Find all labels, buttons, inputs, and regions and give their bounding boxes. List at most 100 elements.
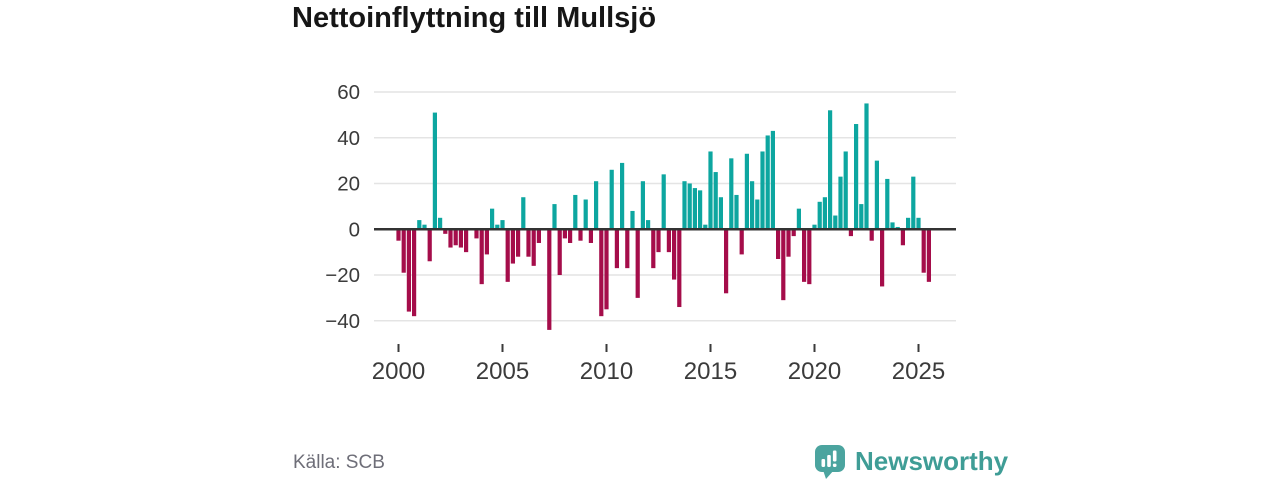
bar-positive	[864, 103, 869, 230]
y-tick-label: 60	[337, 81, 360, 104]
bar-positive	[646, 220, 651, 230]
bar-positive	[755, 199, 760, 230]
bar-negative	[453, 229, 458, 246]
bar-positive	[630, 210, 635, 230]
bar-negative	[578, 229, 583, 241]
bar-positive	[843, 151, 848, 230]
bar-negative	[510, 229, 515, 264]
bar-negative	[505, 229, 510, 282]
bar-negative	[401, 229, 406, 273]
bar-positive	[760, 151, 765, 230]
bar-negative	[635, 229, 640, 298]
bar-positive	[594, 181, 599, 230]
bar-positive	[698, 190, 703, 230]
brand-lockup: Newsworthy	[814, 444, 1008, 480]
bar-negative	[547, 229, 552, 330]
bar-negative	[781, 229, 786, 301]
bar-positive	[734, 194, 739, 230]
bar-negative	[412, 229, 417, 317]
bar-negative	[791, 229, 796, 237]
bar-positive	[713, 172, 718, 230]
bar-negative	[776, 229, 781, 259]
bar-negative	[557, 229, 562, 275]
bar-negative	[672, 229, 677, 280]
bar-positive	[682, 181, 687, 230]
bar-positive	[744, 153, 749, 230]
bar-positive	[438, 217, 443, 230]
bar-positive	[718, 197, 723, 230]
x-tick-label: 2000	[372, 358, 425, 385]
bar-negative	[448, 229, 453, 248]
y-tick-label: 20	[337, 173, 360, 196]
bar-negative	[921, 229, 926, 273]
bar-negative	[848, 229, 853, 237]
bar-positive	[911, 176, 916, 230]
bar-positive	[812, 224, 817, 230]
bar-positive	[495, 224, 500, 230]
bar-positive	[708, 151, 713, 230]
y-tick-label: −20	[325, 264, 360, 287]
bar-positive	[490, 208, 495, 230]
bar-negative	[531, 229, 536, 266]
bar-negative	[406, 229, 411, 312]
bar-negative	[656, 229, 661, 253]
bar-negative	[568, 229, 573, 243]
bar-negative	[807, 229, 812, 285]
bar-positive	[916, 217, 921, 230]
bar-negative	[599, 229, 604, 317]
bar-positive	[828, 110, 833, 230]
bar-positive	[770, 130, 775, 230]
bar-positive	[796, 208, 801, 230]
bar-positive	[822, 197, 827, 230]
bar-positive	[432, 112, 437, 230]
bar-negative	[739, 229, 744, 255]
bar-negative	[786, 229, 791, 257]
bar-positive	[765, 135, 770, 230]
bar-positive	[817, 201, 822, 230]
bar-negative	[926, 229, 931, 282]
bar-negative	[526, 229, 531, 257]
bar-negative	[458, 229, 463, 248]
bar-negative	[464, 229, 469, 253]
bar-negative	[516, 229, 521, 257]
x-tick-label: 2015	[684, 358, 737, 385]
bar-positive	[692, 188, 697, 230]
bar-positive	[620, 162, 625, 230]
bar-negative	[562, 229, 567, 239]
bar-negative	[536, 229, 541, 243]
bar-negative	[651, 229, 656, 269]
bar-positive	[885, 178, 890, 230]
bar-positive	[687, 183, 692, 230]
bar-negative	[604, 229, 609, 310]
bar-positive	[874, 160, 879, 230]
chart-title: Nettoinflyttning till Mullsjö	[292, 2, 657, 34]
bar-negative	[474, 229, 479, 239]
bar-positive	[890, 222, 895, 230]
x-tick-label: 2020	[788, 358, 841, 385]
bar-positive	[859, 204, 864, 230]
bar-negative	[724, 229, 729, 294]
bar-negative	[625, 229, 630, 269]
bar-positive	[609, 169, 614, 230]
bar-negative	[802, 229, 807, 282]
bar-negative	[614, 229, 619, 269]
bar-positive	[573, 194, 578, 230]
bar-negative	[484, 229, 489, 255]
x-tick-label: 2010	[580, 358, 633, 385]
bar-negative	[900, 229, 905, 246]
bar-negative	[677, 229, 682, 308]
newsworthy-logo-icon	[815, 445, 845, 479]
bar-positive	[583, 199, 588, 230]
bar-positive	[500, 220, 505, 230]
bar-positive	[833, 215, 838, 230]
bar-negative	[666, 229, 671, 253]
bar-positive	[703, 224, 708, 230]
brand-name: Newsworthy	[855, 446, 1009, 476]
y-tick-label: 0	[349, 218, 360, 241]
bar-negative	[427, 229, 432, 262]
bar-negative	[588, 229, 593, 243]
bar-positive	[838, 176, 843, 230]
bar-negative	[396, 229, 401, 241]
x-tick-label: 2025	[892, 358, 945, 385]
